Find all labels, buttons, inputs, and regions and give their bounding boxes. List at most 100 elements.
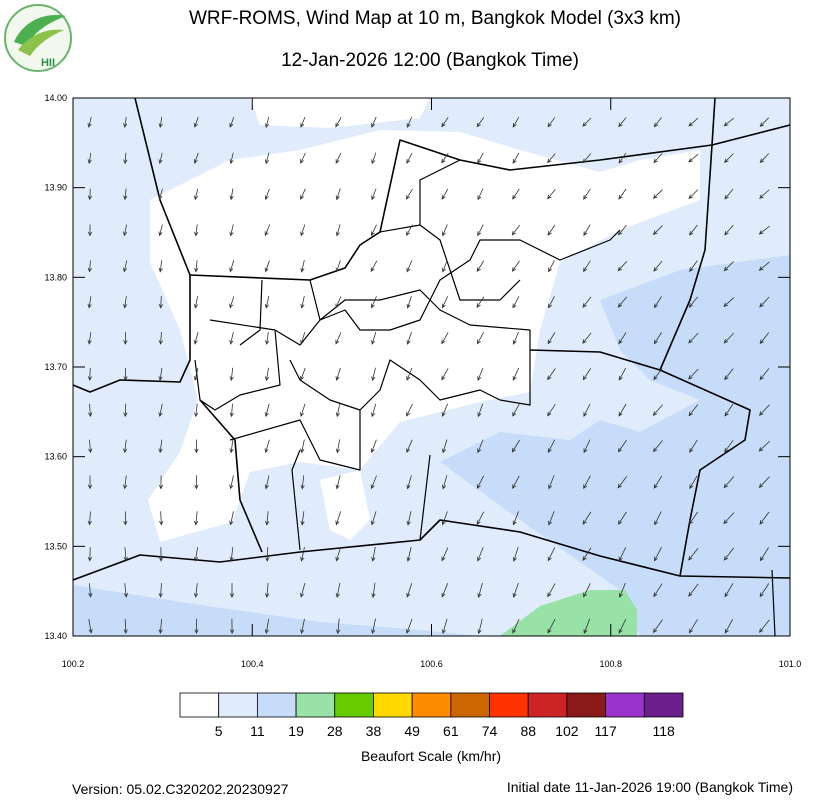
wind-arrow — [300, 295, 305, 309]
wind-arrow — [724, 368, 734, 381]
coastline — [73, 519, 790, 581]
wind-arrow — [87, 260, 92, 273]
logo-leaf — [18, 29, 64, 56]
colorbar-box — [566, 692, 607, 718]
wind-arrow — [688, 404, 699, 417]
wind-arrow — [618, 332, 627, 345]
wind-arrow — [406, 618, 413, 634]
colorbar-label: 38 — [366, 723, 382, 739]
wind-arrow — [547, 117, 556, 128]
wind-arrow — [406, 331, 412, 345]
wind-arrow — [512, 296, 520, 309]
wind-arrow — [618, 618, 627, 634]
shade-white — [320, 470, 370, 540]
wind-arrow — [406, 475, 412, 490]
x-tick-label: 101.0 — [779, 659, 802, 669]
wind-arrow — [476, 296, 485, 309]
wind-arrow — [371, 546, 376, 562]
wind-arrow — [477, 367, 484, 381]
wind-arrow — [371, 116, 377, 128]
wind-arrow — [300, 547, 305, 562]
wind-arrow — [582, 296, 592, 308]
wind-arrow — [264, 439, 270, 454]
wind-arrow — [265, 547, 270, 562]
colorbar-label: 117 — [594, 723, 617, 739]
wind-arrow — [87, 475, 93, 490]
wind-arrow — [194, 475, 199, 490]
district — [309, 229, 621, 331]
wind-arrow — [618, 152, 627, 164]
wind-arrow — [723, 512, 735, 525]
y-tick-label: 14.00 — [44, 93, 67, 103]
map — [73, 98, 790, 636]
district — [291, 449, 301, 551]
wind-arrow — [264, 618, 270, 635]
colorbar-box — [605, 692, 645, 718]
wind-arrow — [476, 117, 485, 128]
wind-arrow — [512, 618, 520, 634]
shade-mid — [73, 585, 480, 636]
wind-arrow — [441, 117, 449, 128]
wind-arrow — [300, 331, 306, 345]
wind-arrow — [652, 225, 663, 236]
wind-arrow — [300, 618, 305, 635]
wind-arrow — [653, 260, 663, 272]
wind-arrow — [371, 224, 377, 237]
wind-arrow — [88, 583, 93, 598]
colorbar-box — [218, 692, 258, 718]
wind-arrow — [618, 117, 627, 128]
wind-arrow — [229, 511, 234, 526]
wind-arrow — [441, 618, 448, 635]
wind-arrow — [158, 475, 164, 490]
province-border — [529, 349, 661, 371]
wind-arrow — [512, 367, 520, 381]
wind-arrow — [406, 582, 413, 598]
wind-arrow — [652, 189, 663, 199]
logo: HII — [4, 4, 72, 72]
wind-arrow — [87, 296, 92, 309]
wind-arrow — [370, 511, 377, 526]
wind-arrow — [194, 618, 199, 635]
wind-arrow — [441, 153, 449, 164]
wind-arrow — [759, 547, 769, 562]
wind-arrow — [688, 368, 699, 380]
wind-arrow — [477, 188, 484, 201]
wind-arrow — [406, 295, 412, 309]
wind-arrow — [229, 475, 234, 490]
wind-arrow — [229, 188, 234, 201]
wind-arrow — [653, 296, 662, 309]
wind-arrow — [193, 332, 199, 345]
wind-arrow — [194, 511, 199, 526]
wind-arrow — [477, 224, 484, 237]
wind-arrow — [512, 331, 519, 345]
wind-arrow — [229, 224, 234, 237]
wind-arrow — [441, 188, 449, 200]
wind-arrow — [618, 403, 627, 417]
colorbar-label: 74 — [482, 723, 498, 739]
wind-arrow — [652, 619, 663, 634]
wind-arrow — [406, 403, 413, 417]
wind-arrow — [158, 152, 163, 165]
wind-arrow — [158, 116, 163, 129]
wind-arrow — [371, 403, 377, 418]
wind-arrow — [158, 547, 164, 562]
wind-arrow — [229, 296, 235, 309]
wind-arrow — [618, 367, 627, 381]
province-border — [199, 399, 263, 553]
wind-arrow — [548, 475, 555, 490]
wind-arrow — [264, 296, 270, 309]
wind-arrow — [582, 332, 592, 344]
wind-arrow — [688, 189, 699, 200]
wind-arrow — [158, 367, 163, 381]
wind-arrow — [723, 261, 734, 272]
colorbar-box — [527, 692, 568, 718]
wind-arrow — [511, 439, 520, 453]
district — [771, 569, 776, 636]
wind-arrow — [158, 188, 163, 201]
district — [239, 279, 263, 346]
province-border — [73, 98, 191, 393]
wind-arrow — [441, 403, 448, 418]
wind-arrow — [476, 511, 485, 526]
wind-arrow — [477, 547, 484, 562]
